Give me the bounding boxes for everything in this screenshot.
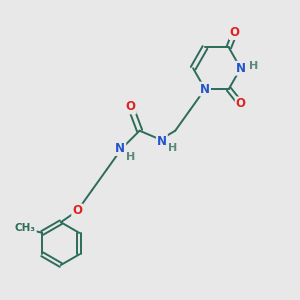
- Text: H: H: [248, 61, 258, 71]
- Text: O: O: [126, 100, 136, 113]
- Text: N: N: [236, 62, 246, 75]
- Text: N: N: [157, 135, 167, 148]
- Text: H: H: [126, 152, 135, 162]
- Text: O: O: [72, 204, 82, 218]
- Text: O: O: [236, 98, 246, 110]
- Text: N: N: [115, 142, 125, 155]
- Text: N: N: [200, 82, 210, 96]
- Text: H: H: [168, 143, 178, 153]
- Text: O: O: [230, 26, 240, 39]
- Text: CH₃: CH₃: [15, 224, 36, 233]
